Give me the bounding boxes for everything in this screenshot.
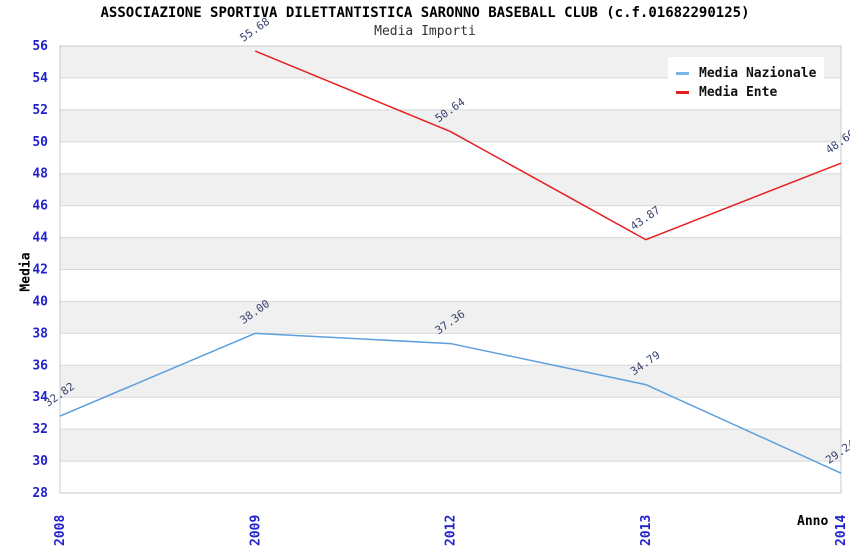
y-tick-label: 50 [32, 135, 48, 150]
grid-band [60, 429, 841, 462]
legend: Media Nazionale Media Ente [668, 57, 825, 109]
y-tick-label: 46 [32, 199, 48, 214]
x-axis-title: Anno [797, 514, 829, 529]
x-tick-label: 2009 [248, 515, 263, 546]
media-nazionale-line-marker [676, 71, 689, 75]
y-tick-label: 38 [32, 326, 48, 341]
x-tick-label: 2014 [834, 515, 849, 546]
data-label-media-ente: 55.68 [238, 15, 273, 45]
y-tick-label: 28 [32, 486, 48, 501]
plot-border [59, 45, 842, 494]
y-tick-label: 42 [32, 263, 48, 278]
series-line-media-ente [254, 50, 842, 241]
grid-band [60, 173, 841, 206]
grid-band [60, 109, 841, 142]
y-tick-label: 30 [32, 454, 48, 469]
y-tick-label: 34 [32, 390, 48, 405]
y-tick-label: 36 [32, 358, 48, 373]
chart-title: ASSOCIAZIONE SPORTIVA DILETTANTISTICA SA… [100, 5, 750, 21]
x-tick-label: 2008 [53, 515, 68, 546]
y-tick-label: 44 [32, 231, 48, 246]
legend-item-media-nazionale: Media Nazionale [676, 65, 816, 81]
y-tick-label: 32 [32, 422, 48, 437]
y-tick-label: 54 [32, 71, 48, 86]
chart-subtitle: Media Importi [374, 24, 476, 39]
y-tick-label: 56 [32, 39, 48, 54]
y-axis-title: Media [18, 252, 34, 292]
y-tick-label: 40 [32, 294, 48, 309]
grid-band [60, 365, 841, 398]
series-line-media-nazionale [59, 332, 842, 474]
x-tick-label: 2012 [444, 515, 459, 546]
legend-label: Media Nazionale [699, 65, 817, 81]
y-tick-label: 52 [32, 103, 48, 118]
legend-label: Media Ente [699, 84, 778, 100]
data-label-media-ente: 43.87 [628, 203, 663, 233]
x-tick-label: 2013 [639, 515, 654, 546]
legend-item-media-ente: Media Ente [676, 84, 816, 100]
grid-band [60, 237, 841, 270]
media-ente-line-marker [676, 90, 689, 94]
y-tick-label: 48 [32, 167, 48, 182]
grid-band [60, 301, 841, 334]
